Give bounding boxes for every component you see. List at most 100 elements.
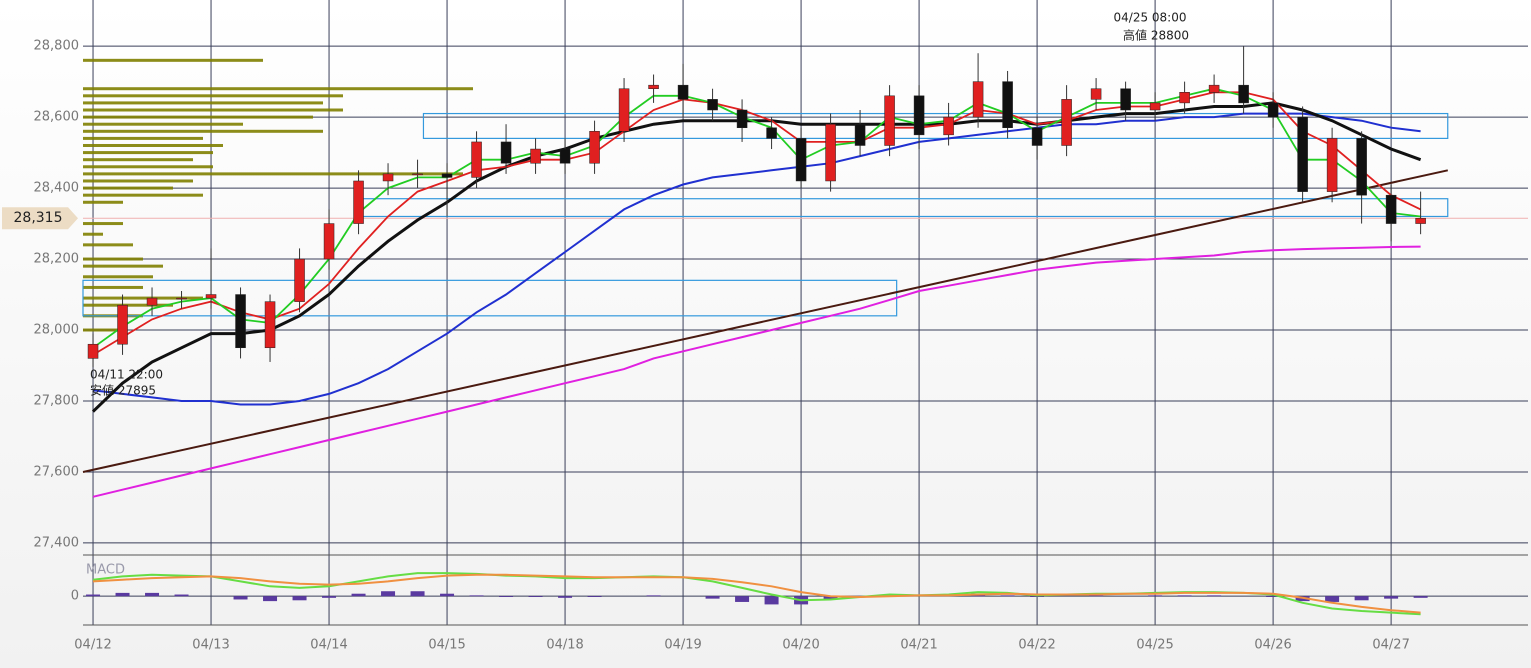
- volume-bar: [83, 275, 153, 279]
- macd-histogram-bar: [587, 596, 602, 597]
- trend-line: [82, 169, 1449, 473]
- moving-average: [91, 101, 1422, 413]
- candle-body: [913, 95, 925, 136]
- candle-body: [1090, 88, 1102, 100]
- y-tick-label: 27,800: [34, 393, 80, 408]
- candle-body: [412, 173, 423, 176]
- volume-bar: [83, 129, 323, 133]
- zone: [422, 112, 1449, 139]
- macd-histogram-bar: [764, 596, 779, 605]
- volume-bar: [83, 108, 343, 112]
- volume-bar: [83, 158, 193, 162]
- candle-body: [176, 297, 187, 300]
- candle-body: [87, 343, 99, 359]
- y-tick-label: 28,400: [34, 181, 80, 196]
- candle-body: [353, 180, 364, 224]
- volume-bar: [83, 186, 173, 190]
- volume-bar: [83, 296, 203, 300]
- macd-histogram-bar: [646, 595, 661, 597]
- volume-bar: [83, 115, 313, 119]
- volume-bar: [83, 87, 473, 91]
- candle-body: [1297, 116, 1308, 192]
- volume-bar: [83, 232, 103, 236]
- candle-body: [589, 131, 600, 164]
- x-tick-label: 04/26: [1254, 638, 1291, 653]
- candle-body: [618, 88, 630, 132]
- volume-bar: [83, 264, 163, 268]
- y-tick-label: 28,800: [34, 39, 80, 54]
- x-tick-label: 04/19: [664, 638, 701, 653]
- macd-histogram-bar: [440, 593, 455, 597]
- y-tick-label: 0: [71, 589, 79, 604]
- current-price-label: 28,315: [14, 210, 63, 226]
- candle-body: [323, 223, 335, 260]
- candle-body: [264, 301, 276, 349]
- y-tick-label: 27,600: [34, 464, 80, 479]
- x-tick-label: 04/12: [74, 638, 111, 653]
- candle-body: [471, 141, 482, 178]
- candle-body: [1002, 81, 1013, 128]
- x-tick-label: 04/18: [546, 638, 583, 653]
- volume-bar: [83, 328, 123, 332]
- macd-histogram-bar: [1384, 596, 1399, 599]
- volume-bar: [83, 143, 223, 147]
- x-tick-label: 04/21: [900, 638, 937, 653]
- macd-histogram-bar: [322, 596, 337, 598]
- volume-bar: [83, 122, 243, 126]
- candle-body: [1267, 102, 1279, 118]
- volume-bar: [83, 151, 213, 155]
- macd-histogram-bar: [1030, 596, 1045, 597]
- candle-body: [884, 95, 895, 146]
- macd-histogram-bar: [1266, 596, 1281, 597]
- candle-body: [1208, 84, 1220, 93]
- moving-average: [92, 91, 1421, 356]
- macd-histogram-bar: [1413, 596, 1428, 598]
- macd-histogram-bar: [1177, 595, 1192, 597]
- x-tick-label: 04/22: [1018, 638, 1055, 653]
- macd-histogram-bar: [1000, 595, 1015, 597]
- macd-histogram-bar: [115, 592, 130, 597]
- candle-body: [972, 81, 984, 118]
- macd-histogram-bar: [351, 593, 366, 597]
- macd-histogram-bar: [499, 596, 514, 597]
- volume-bar: [83, 285, 143, 289]
- x-tick-label: 04/20: [782, 638, 819, 653]
- macd-histogram-bar: [233, 596, 248, 600]
- x-tick-label: 04/27: [1372, 638, 1409, 653]
- macd-histogram-bar: [410, 591, 425, 597]
- macd-histogram-bar: [1325, 596, 1340, 602]
- macd-histogram-bar: [705, 596, 720, 599]
- candle-body: [854, 123, 866, 146]
- macd-histogram-bar: [174, 594, 189, 597]
- volume-bar: [83, 243, 133, 247]
- candle-body: [1120, 88, 1131, 111]
- macd-histogram-bar: [1354, 596, 1369, 601]
- volume-bar: [83, 172, 463, 176]
- x-tick-label: 04/14: [310, 638, 347, 653]
- macd-histogram-bar: [1207, 595, 1222, 597]
- macd-histogram-bar: [145, 592, 160, 597]
- y-tick-label: 28,000: [34, 323, 80, 338]
- moving-average: [92, 87, 1421, 349]
- candle-body: [1238, 84, 1249, 104]
- x-tick-label: 04/13: [192, 638, 229, 653]
- candle-body: [1031, 127, 1043, 146]
- candle-body: [1149, 102, 1161, 111]
- candle-body: [707, 99, 718, 111]
- macd-histogram-bar: [292, 596, 307, 601]
- candle-body: [530, 148, 541, 164]
- candle-body: [736, 109, 748, 128]
- candle-body: [294, 258, 305, 302]
- candle-body: [677, 84, 689, 100]
- volume-bar: [83, 165, 213, 169]
- zone: [355, 198, 1449, 218]
- macd-histogram-bar: [86, 594, 101, 597]
- candle-body: [943, 116, 954, 136]
- volume-bar: [83, 303, 173, 307]
- macd-histogram-bar: [469, 595, 484, 597]
- y-tick-label: 27,400: [34, 535, 80, 550]
- moving-average: [92, 245, 1421, 498]
- macd-title: MACD: [86, 563, 125, 578]
- volume-bar: [83, 58, 263, 62]
